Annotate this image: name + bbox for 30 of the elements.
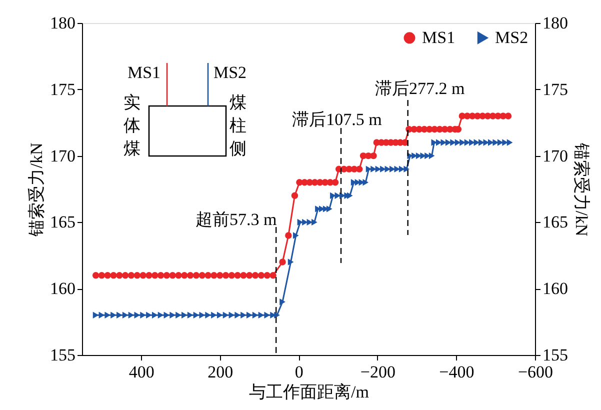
- y2-tick-label: 175: [542, 80, 568, 99]
- y-tick-label: 165: [50, 212, 76, 232]
- annotation: MS2: [213, 63, 247, 82]
- x-tick-label: 200: [208, 362, 234, 382]
- x-tick-label: −600: [518, 362, 554, 382]
- x-tick-label: −400: [439, 362, 474, 382]
- y2-tick-label: 165: [542, 212, 568, 232]
- y-tick-label: 180: [50, 14, 76, 32]
- ref-line-label: 超前57.3 m: [195, 210, 277, 229]
- y-tick-label: 160: [50, 279, 76, 298]
- ref-line-label: 滞后277.2 m: [374, 79, 465, 98]
- annotation: MS1: [127, 63, 161, 82]
- y2-tick-label: 170: [542, 146, 568, 166]
- x-axis-title: 与工作面距离/m: [249, 382, 369, 402]
- y2-tick-label: 180: [542, 14, 568, 32]
- y-tick-label: 155: [50, 346, 76, 364]
- y-axis-title: 锚索受力/kN: [27, 142, 46, 238]
- legend-label: MS1: [422, 28, 456, 47]
- annotation: 煤柱侧: [230, 93, 246, 158]
- x-tick-label: 0: [294, 362, 304, 382]
- y-tick-label: 170: [50, 146, 76, 166]
- y2-tick-label: 155: [542, 346, 568, 364]
- annotation: 实体煤: [124, 93, 140, 158]
- y2-axis-title: 锚索受力/kN: [572, 142, 591, 236]
- y-tick-label: 175: [50, 80, 76, 99]
- x-tick-label: −200: [360, 362, 396, 382]
- y2-tick-label: 160: [542, 279, 568, 298]
- ref-line-label: 滞后107.5 m: [292, 110, 382, 129]
- x-tick-label: 400: [128, 362, 154, 382]
- legend-label: MS2: [495, 28, 528, 47]
